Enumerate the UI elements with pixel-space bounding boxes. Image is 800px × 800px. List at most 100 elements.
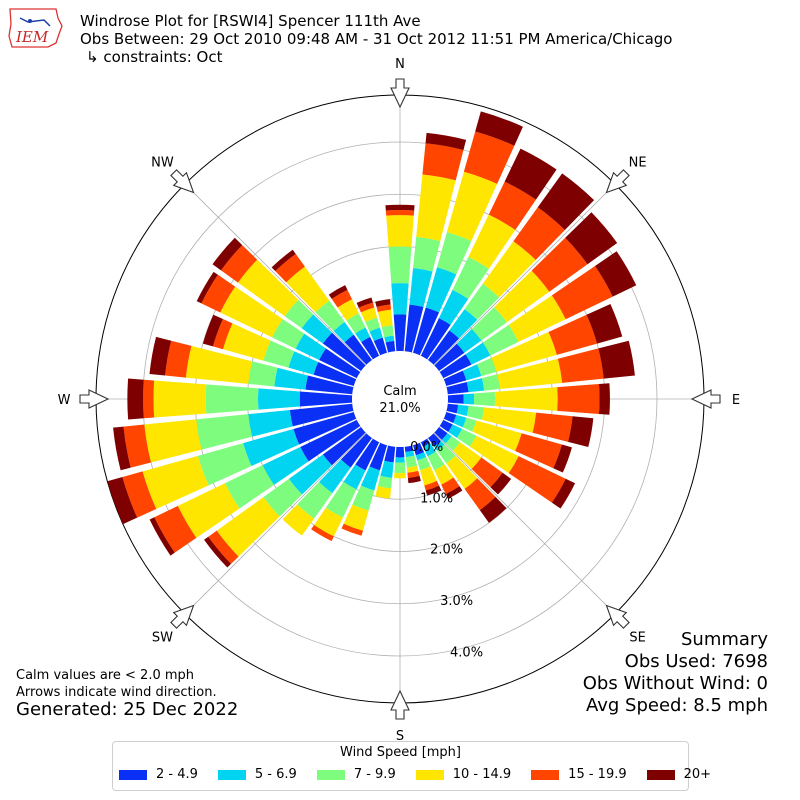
generated-date: Generated: 25 Dec 2022: [16, 699, 239, 720]
direction-arrow: [170, 604, 195, 629]
windrose-bar-segment: [423, 442, 436, 457]
legend-item: 2 - 4.9: [119, 767, 198, 782]
windrose-bar-segment: [237, 259, 299, 317]
windrose-bar-segment: [462, 364, 482, 381]
windrose-bar-segment: [445, 436, 461, 451]
windrose-bar-segment: [343, 504, 369, 531]
windrose-bar-segment: [425, 485, 442, 496]
windrose-bar-segment: [143, 379, 155, 419]
windrose-bar-segment: [369, 327, 383, 341]
windrose-bar-segment: [424, 480, 440, 491]
legend-item: 5 - 6.9: [217, 767, 297, 782]
windrose-bar-segment: [271, 249, 296, 272]
calm-disc: [352, 351, 448, 447]
windrose-bar-segment: [553, 444, 572, 473]
windrose-bar-segment: [447, 394, 464, 404]
windrose-bar-segment: [416, 174, 456, 242]
windrose-bar-segment: [472, 420, 522, 452]
windrose-bar-segment: [406, 465, 419, 473]
windrose-bar-segment: [446, 455, 478, 489]
compass-label-ne: NE: [629, 155, 647, 170]
windrose-bar-segment: [288, 454, 332, 495]
legend-items: 2 - 4.9 5 - 6.9 7 - 9.9 10 - 14.9 15 - 19.9 2…: [119, 767, 711, 782]
windrose-bar-segment: [205, 384, 259, 414]
windrose-bar-segment: [149, 336, 172, 376]
windrose-bar-segment: [313, 362, 357, 387]
windrose-bar-segment: [434, 427, 448, 440]
windrose-bar-segment: [427, 451, 445, 471]
windrose-bar-segment: [314, 507, 343, 537]
windrose-bar-segment: [385, 209, 415, 216]
windrose-bar-segment: [297, 481, 333, 519]
windrose-bar-segment: [381, 325, 394, 338]
windrose-bar-segment: [428, 433, 441, 447]
windrose-bar-segment: [385, 340, 396, 353]
legend-swatch: [646, 769, 675, 780]
legend-item: 7 - 9.9: [316, 767, 396, 782]
windrose-bar-segment: [385, 204, 415, 211]
windrose-bar-segment: [537, 173, 595, 231]
windrose-bar-segment: [263, 478, 303, 517]
windrose-bar-segment: [412, 307, 440, 356]
windrose-bar-segment: [393, 314, 407, 352]
logo-text: IEM: [15, 28, 49, 46]
windrose-bar-segment: [504, 148, 557, 200]
windrose-bar-segment: [223, 323, 271, 361]
windrose-bar-segment: [315, 300, 345, 331]
legend-swatch: [316, 769, 345, 780]
legend-swatch: [119, 769, 147, 780]
radial-gridline: [433, 432, 616, 615]
windrose-bar-segment: [384, 335, 395, 343]
windrose-bar-segment: [319, 348, 361, 379]
windrose-bar-segment: [441, 433, 452, 444]
legend-title: Wind Speed [mph]: [340, 745, 461, 760]
windrose-bar-segment: [328, 285, 348, 299]
windrose-bar-segment: [409, 268, 433, 307]
windrose-bar-segment: [420, 466, 437, 486]
windrose-bar-segment: [356, 297, 373, 308]
compass-label-e: E: [732, 393, 740, 408]
windrose-bar-segment: [446, 171, 498, 241]
windrose-bar-segment: [243, 428, 300, 467]
windrose-bar-segment: [286, 266, 330, 313]
windrose-bar-segment: [224, 465, 275, 509]
windrose-bar-segment: [377, 309, 393, 328]
windrose-bar-segment: [395, 457, 405, 463]
windrose-bar-segment: [443, 411, 457, 424]
windrose-bar-segment: [446, 403, 459, 414]
legend-label: 15 - 19.9: [568, 767, 627, 782]
legend-item: 10 - 14.9: [415, 767, 511, 782]
windrose-bar-segment: [197, 443, 252, 486]
windrose-bar-segment: [488, 181, 536, 230]
windrose-bar-segment: [344, 334, 372, 365]
windrose-bar-segment: [113, 426, 131, 471]
windrose-bar-segment: [420, 438, 430, 447]
windrose-bar-segment: [434, 440, 445, 451]
windrose-bar-segment: [479, 496, 507, 523]
windrose-bar-segment: [462, 417, 477, 432]
windrose-bar-segment: [384, 445, 396, 463]
windrose-bar-segment: [361, 336, 380, 360]
windrose-bar-segment: [257, 388, 301, 410]
windrose-bar-segment: [405, 455, 418, 468]
windrose-bar-segment: [425, 267, 457, 313]
windrose-bar-segment: [322, 332, 366, 371]
windrose-bar-segment: [394, 472, 406, 479]
windrose-bar-segment: [311, 524, 334, 542]
windrose-bar-segment: [300, 419, 361, 462]
windrose-bar-segment: [154, 505, 197, 553]
direction-arrow: [690, 389, 721, 409]
direction-arrow: [390, 689, 410, 720]
windrose-bar-segment: [465, 342, 491, 365]
windrose-bar-segment: [212, 237, 243, 271]
windrose-bar-segment: [293, 411, 357, 445]
iem-logo: IEM: [8, 8, 63, 48]
windrose-bar-segment: [473, 391, 496, 407]
windrose-bar-segment: [494, 270, 550, 323]
legend-swatch: [217, 769, 246, 780]
windrose-bar-segment: [201, 274, 236, 313]
radial-gridline: [184, 432, 367, 615]
windrose-bar-segment: [481, 374, 500, 391]
windrose-bar-segment: [446, 381, 469, 395]
windrose-bar-segment: [391, 283, 409, 315]
